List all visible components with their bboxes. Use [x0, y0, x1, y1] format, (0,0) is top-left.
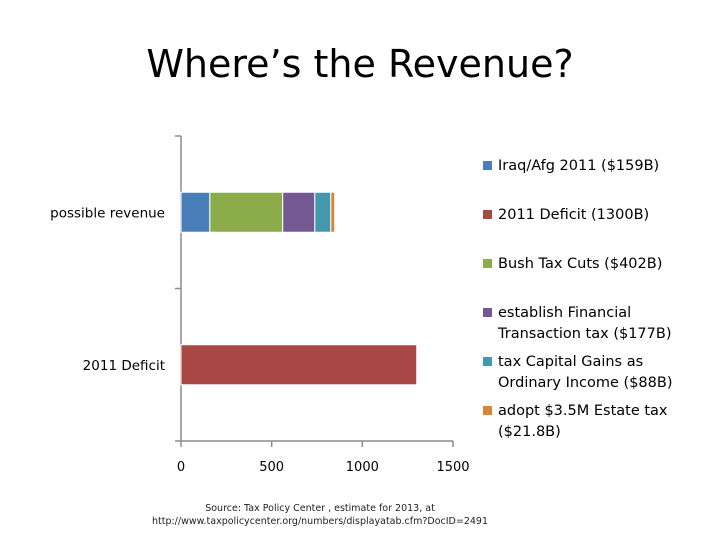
- legend-label: 2011 Deficit (1300B): [498, 207, 649, 223]
- legend-label: Iraq/Afg 2011 ($159B): [498, 158, 659, 174]
- legend-label: adopt $3.5M Estate tax ($21.8B): [498, 403, 668, 440]
- legend-label: Bush Tax Cuts ($402B): [498, 256, 662, 272]
- bar-segment: [180, 344, 418, 386]
- bar-segment: [282, 191, 316, 233]
- legend-swatch: [483, 259, 492, 268]
- source-line-1: Source: Tax Policy Center , estimate for…: [205, 503, 435, 514]
- legend-swatch: [483, 308, 492, 317]
- bar-segment: [314, 191, 332, 233]
- bar-segment: [209, 191, 284, 233]
- legend-swatch: [483, 357, 492, 366]
- category-label: 2011 Deficit: [83, 358, 165, 374]
- source-note: Source: Tax Policy Center , estimate for…: [120, 502, 520, 528]
- legend-label: establish Financial Transaction tax ($177…: [497, 305, 671, 342]
- x-tick-label: 1500: [436, 460, 469, 475]
- source-line-2: http://www.taxpolicycenter.org/numbers/d…: [151, 516, 489, 527]
- x-tick-label: 1000: [346, 460, 379, 475]
- category-label: possible revenue: [50, 205, 165, 221]
- x-tick-label: 500: [259, 460, 284, 475]
- bar-segment: [330, 191, 336, 233]
- legend-swatch: [483, 406, 492, 415]
- slide-title: Where’s the Revenue?: [146, 42, 574, 86]
- bar-segment: [180, 191, 211, 233]
- legend-swatch: [483, 161, 492, 170]
- x-tick-label: 0: [177, 460, 185, 475]
- legend-label: tax Capital Gains as Ordinary Income ($88…: [498, 354, 672, 391]
- legend-swatch: [483, 210, 492, 219]
